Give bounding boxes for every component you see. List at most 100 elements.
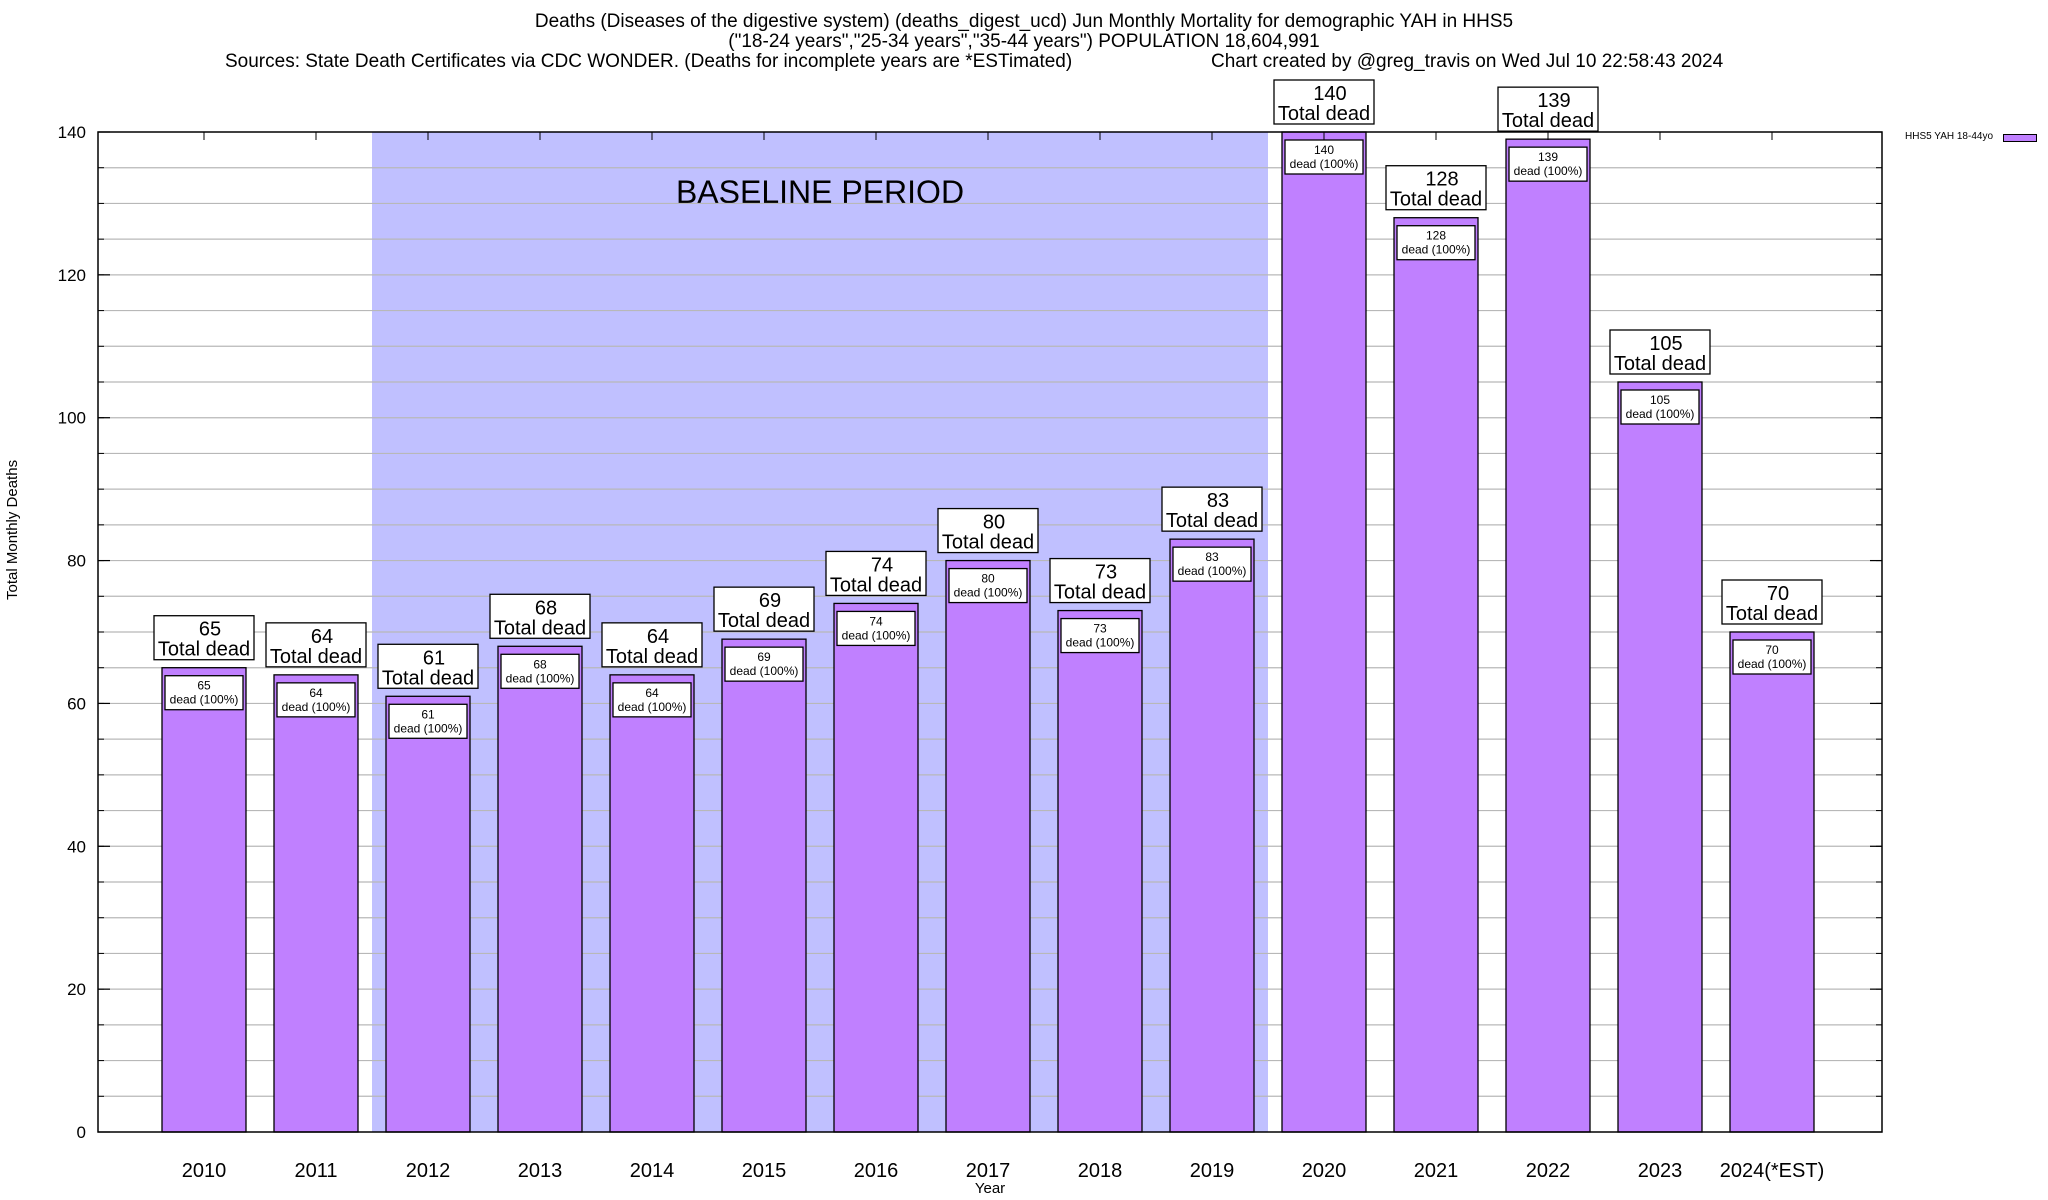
- bar-inner-label-box: [388, 703, 468, 739]
- chart-title-line2: ("18-24 years","25-34 years","35-44 year…: [728, 31, 1320, 52]
- bar-inner-value: 140: [1314, 143, 1334, 157]
- bar-total-value: 139: [1537, 90, 1570, 112]
- bar-inner-label: dead (100%): [1626, 407, 1695, 421]
- bar-total-value: 64: [647, 626, 669, 648]
- bar-inner-label-box: [612, 682, 692, 718]
- bar-inner-label-box: [164, 675, 244, 711]
- bar: [833, 602, 919, 1133]
- y-tick-label: 0: [77, 1123, 86, 1142]
- plot-frame: [97, 131, 1883, 1133]
- x-tick-label: 2022: [1526, 1160, 1571, 1182]
- bar-inner-value: 73: [1093, 622, 1107, 636]
- x-tick-label: 2017: [966, 1160, 1011, 1182]
- bar-total-label: Total dead: [270, 646, 362, 668]
- x-tick-label: 2018: [1078, 1160, 1123, 1182]
- bar-inner-value: 80: [981, 572, 995, 586]
- bar-total-label: Total dead: [718, 610, 810, 632]
- bar: [1617, 381, 1703, 1133]
- bar-total-label-box: [1721, 579, 1823, 625]
- bar-inner-label: dead (100%): [842, 628, 911, 642]
- x-tick-label: 2016: [854, 1160, 899, 1182]
- bar-total-label: Total dead: [1278, 103, 1370, 125]
- x-tick-label: 2013: [518, 1160, 563, 1182]
- y-tick-label: 40: [67, 837, 86, 856]
- bar-total-value: 70: [1767, 583, 1789, 605]
- bar: [721, 638, 807, 1133]
- bar: [273, 674, 359, 1133]
- bar-inner-label: dead (100%): [1402, 243, 1471, 257]
- x-tick-label: 2011: [294, 1160, 337, 1182]
- bar-total-label-box: [377, 643, 479, 689]
- bar-inner-label: dead (100%): [1178, 564, 1247, 578]
- bar-total-label-box: [601, 622, 703, 668]
- bar: [161, 667, 247, 1133]
- bar-total-label-box: [1273, 79, 1375, 125]
- bar-inner-label: dead (100%): [1738, 657, 1807, 671]
- bar-inner-label: dead (100%): [1066, 636, 1135, 650]
- bar-total-label: Total dead: [606, 646, 698, 668]
- bar-total-label: Total dead: [1726, 603, 1818, 625]
- x-tick-label: 2019: [1190, 1160, 1235, 1182]
- y-tick-label: 120: [58, 266, 86, 285]
- bar: [1057, 609, 1143, 1133]
- bar-inner-label: dead (100%): [618, 700, 687, 714]
- bar: [1393, 217, 1479, 1133]
- bar-inner-label-box: [1620, 389, 1700, 425]
- y-tick-label: 140: [58, 123, 86, 142]
- x-axis-label: Year: [974, 1180, 1006, 1197]
- y-tick-label: 80: [67, 552, 86, 571]
- x-tick-label: 2024(*EST): [1720, 1160, 1825, 1182]
- legend-swatch: [2003, 134, 2037, 142]
- bar-total-label-box: [489, 593, 591, 639]
- bar-inner-value: 74: [869, 614, 883, 628]
- x-tick-label: 2023: [1638, 1160, 1683, 1182]
- bar-inner-label-box: [1060, 617, 1140, 654]
- bar-total-value: 105: [1649, 333, 1682, 355]
- bar-total-label-box: [1161, 486, 1263, 532]
- y-tick-label: 60: [67, 694, 86, 713]
- bar-inner-label-box: [1396, 225, 1476, 261]
- bar-inner-value: 61: [421, 707, 435, 721]
- x-tick-label: 2012: [406, 1160, 451, 1182]
- bar-total-value: 140: [1313, 83, 1346, 105]
- y-tick-label: 20: [67, 980, 86, 999]
- bar-inner-label-box: [1508, 146, 1588, 182]
- x-tick-label: 2015: [742, 1160, 787, 1182]
- bar-inner-label-box: [836, 610, 916, 647]
- bar: [1729, 631, 1815, 1133]
- bar-inner-value: 105: [1650, 393, 1670, 407]
- bar-total-label-box: [265, 622, 367, 668]
- bar-total-value: 74: [871, 554, 893, 576]
- bar-total-value: 128: [1425, 169, 1458, 191]
- bar: [945, 559, 1031, 1133]
- bar-total-label: Total dead: [1502, 110, 1594, 132]
- bar-inner-label: dead (100%): [1290, 157, 1359, 171]
- bar: [609, 674, 695, 1133]
- bar-inner-label-box: [948, 567, 1028, 604]
- bar-total-label: Total dead: [1614, 353, 1706, 375]
- chart-credit: Chart created by @greg_travis on Wed Jul…: [1211, 51, 1724, 72]
- bar-inner-label-box: [276, 682, 356, 718]
- chart-title-line1: Deaths (Diseases of the digestive system…: [534, 11, 1514, 32]
- bar-inner-value: 83: [1205, 550, 1219, 564]
- x-tick-label: 2020: [1302, 1160, 1347, 1182]
- bar-inner-label: dead (100%): [1514, 164, 1583, 178]
- bar-total-label: Total dead: [942, 532, 1034, 554]
- bar-total-value: 68: [535, 597, 557, 619]
- bar-inner-label: dead (100%): [170, 693, 239, 707]
- bar-total-label-box: [153, 615, 255, 661]
- bar: [497, 645, 583, 1133]
- bar-inner-value: 69: [757, 650, 771, 664]
- bar-total-label-box: [937, 507, 1039, 554]
- bar-total-value: 80: [983, 512, 1005, 534]
- bar: [1505, 138, 1591, 1133]
- bar: [385, 695, 471, 1133]
- bar-inner-value: 70: [1765, 643, 1779, 657]
- bar-total-label-box: [1049, 557, 1151, 604]
- bar-inner-value: 64: [645, 686, 659, 700]
- bar-inner-label: dead (100%): [730, 664, 799, 678]
- y-tick-label: 100: [58, 409, 86, 428]
- legend-label: HHS5 YAH 18-44yo: [1905, 131, 1994, 142]
- bar-total-label-box: [1609, 329, 1711, 375]
